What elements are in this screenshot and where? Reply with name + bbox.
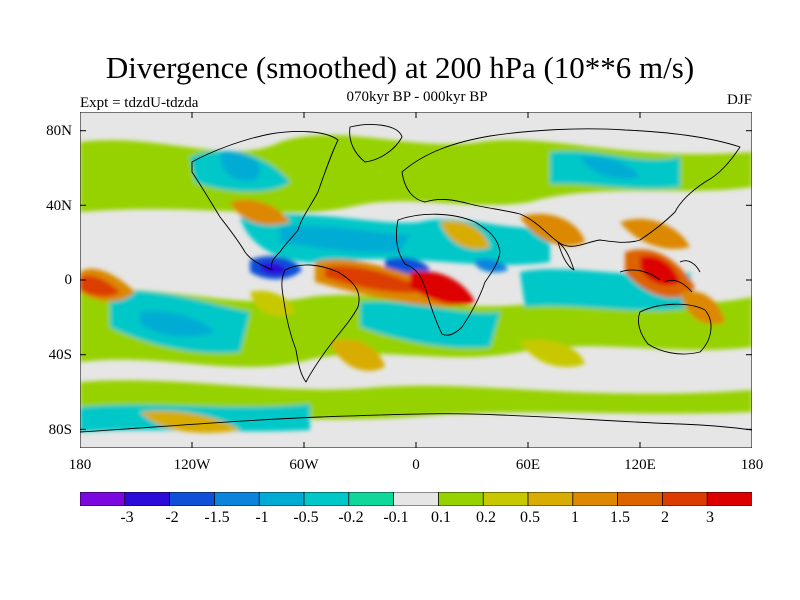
y-tick-80s: 80S bbox=[48, 422, 72, 438]
plot-subtitle: 070kyr BP - 000kyr BP bbox=[346, 89, 488, 105]
y-tick-0: 0 bbox=[64, 272, 73, 288]
colorbar-label-6: -0.2 bbox=[338, 509, 364, 526]
x-tick-180w: 180 bbox=[68, 457, 92, 473]
divergence-map bbox=[80, 112, 752, 448]
colorbar-swatch bbox=[482, 492, 529, 506]
north-america-outline bbox=[191, 131, 339, 271]
colorbar-label-1: -3 bbox=[120, 509, 134, 526]
y-tick-40s: 40S bbox=[48, 347, 72, 363]
season-label: DJF bbox=[726, 92, 752, 108]
x-tick-120e: 120E bbox=[624, 457, 656, 473]
africa-outline bbox=[395, 213, 501, 336]
colorbar-swatch bbox=[527, 492, 574, 506]
colorbar-swatch bbox=[348, 492, 395, 506]
y-ticks bbox=[80, 130, 752, 430]
colorbar-swatch bbox=[303, 492, 350, 506]
colorbar-swatch bbox=[258, 492, 305, 506]
india-outline bbox=[557, 241, 575, 271]
colorbar-swatch bbox=[393, 492, 440, 506]
colorbar-label-10: 0.5 bbox=[520, 509, 540, 526]
colorbar-label-11: 1 bbox=[571, 509, 579, 526]
colorbar-swatch bbox=[617, 492, 664, 506]
x-tick-120w: 120W bbox=[173, 457, 211, 473]
x-tick-0: 0 bbox=[412, 457, 420, 473]
y-tick-40n: 40N bbox=[46, 198, 72, 214]
filled-contours bbox=[80, 134, 752, 433]
colorbar-label-5: -0.5 bbox=[293, 509, 319, 526]
colorbar-label-9: 0.2 bbox=[476, 509, 496, 526]
colorbar-label-4: -1 bbox=[255, 509, 269, 526]
colorbar-label-7: -0.1 bbox=[383, 509, 409, 526]
experiment-label: Expt = tdzdU-tdzda bbox=[80, 95, 199, 111]
south-america-outline bbox=[281, 264, 360, 383]
colorbar-label-12: 1.5 bbox=[610, 509, 630, 526]
greenland-outline bbox=[349, 124, 403, 163]
colorbar-label-3: -1.5 bbox=[204, 509, 230, 526]
colorbar-label-8: 0.1 bbox=[431, 509, 451, 526]
australia-outline bbox=[637, 303, 712, 355]
colorbar-swatch bbox=[124, 492, 171, 506]
y-tick-80n: 80N bbox=[46, 123, 72, 139]
colorbar-swatch bbox=[437, 492, 484, 506]
x-tick-60w: 60W bbox=[289, 457, 319, 473]
colorbar-swatch bbox=[213, 492, 260, 506]
antarctica-outline bbox=[80, 413, 752, 433]
x-tick-180e: 180 bbox=[740, 457, 764, 473]
colorbar-swatch bbox=[169, 492, 216, 506]
colorbar-swatch bbox=[80, 492, 126, 506]
eurasia-outline bbox=[401, 128, 741, 247]
contour-field bbox=[80, 112, 752, 448]
colorbar-swatch bbox=[572, 492, 619, 506]
colorbar-swatch bbox=[662, 492, 708, 506]
color-scale-bar bbox=[80, 492, 752, 506]
maritime-continent-outline bbox=[619, 260, 701, 293]
plot-title: Divergence (smoothed) at 200 hPa (10**6 … bbox=[105, 50, 695, 85]
colorbar-label-13: 2 bbox=[661, 509, 669, 526]
colorbar-label-2: -2 bbox=[165, 509, 179, 526]
coastlines bbox=[80, 124, 752, 433]
colorbar-label-14: 3 bbox=[706, 509, 714, 526]
colorbar-swatch bbox=[706, 492, 752, 506]
x-tick-60e: 60E bbox=[515, 457, 541, 473]
x-ticks bbox=[191, 112, 641, 448]
